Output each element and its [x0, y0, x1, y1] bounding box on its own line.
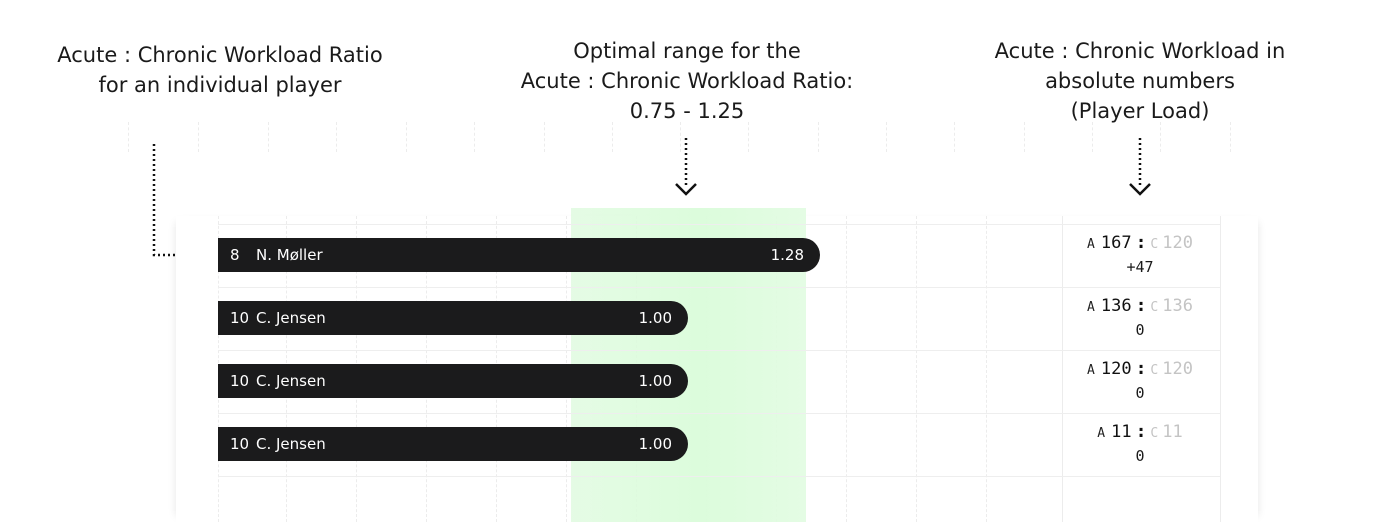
row-divider: [218, 413, 1220, 414]
top-grid-tick: [336, 122, 337, 152]
chronic-tag: C: [1150, 300, 1159, 315]
row-divider: [218, 350, 1220, 351]
load-difference: +47: [1126, 258, 1154, 276]
chronic-tag: C: [1150, 363, 1159, 378]
top-grid-tick: [954, 122, 955, 152]
acute-tag: A: [1087, 237, 1095, 252]
ratio-value-label: 1.00: [638, 372, 672, 390]
grid-line: [916, 216, 917, 522]
load-column-edge: [1220, 216, 1221, 522]
grid-line: [986, 216, 987, 522]
chronic-tag: C: [1150, 426, 1159, 441]
load-separator: :: [1135, 232, 1147, 253]
load-difference: 0: [1135, 321, 1145, 339]
ratio-bar[interactable]: 10 C. Jensen 1.00: [218, 364, 688, 398]
chronic-load-value: 11: [1162, 422, 1183, 442]
annotation-absolute-load: Acute : Chronic Workload in absolute num…: [994, 39, 1286, 123]
load-cell: A 11: C 11 0: [1062, 421, 1218, 467]
ratio-bar[interactable]: 10 C. Jensen 1.00: [218, 301, 688, 335]
acute-tag: A: [1087, 363, 1095, 378]
load-values: A 167: C 120: [1062, 232, 1218, 256]
right-down-arrow: [1129, 138, 1151, 196]
ratio-value-label: 1.00: [638, 309, 672, 327]
acute-tag: A: [1087, 300, 1095, 315]
annotation-optimal-range: Optimal range for the Acute : Chronic Wo…: [520, 39, 854, 123]
chronic-load-value: 120: [1162, 359, 1193, 379]
acute-load-value: 11: [1111, 422, 1132, 442]
load-difference: 0: [1135, 384, 1145, 402]
top-grid-tick: [886, 122, 887, 152]
player-name: C. Jensen: [256, 309, 326, 327]
ratio-bar[interactable]: 8 N. Møller 1.28: [218, 238, 820, 272]
annotation-ratio-label: Acute : Chronic Workload Ratio for an in…: [57, 43, 383, 97]
load-separator: :: [1135, 358, 1147, 379]
load-separator: :: [1135, 295, 1147, 316]
top-grid-tick: [680, 122, 681, 152]
load-values: A 136: C 136: [1062, 295, 1218, 319]
player-number: 10: [230, 435, 250, 453]
top-grid-tick: [474, 122, 475, 152]
acute-tag: A: [1097, 426, 1106, 441]
top-grid-lines: [128, 122, 1268, 152]
top-grid-tick: [268, 122, 269, 152]
grid-line: [846, 216, 847, 522]
load-values: A 11: C 11: [1062, 421, 1218, 445]
top-grid-tick: [612, 122, 613, 152]
load-cell: A 167: C 120 +47: [1062, 232, 1218, 278]
ratio-value-label: 1.00: [638, 435, 672, 453]
middle-down-arrow: [675, 138, 697, 196]
top-grid-tick: [544, 122, 545, 152]
chronic-load-value: 120: [1162, 233, 1193, 253]
acute-load-value: 167: [1100, 233, 1132, 253]
top-grid-tick: [128, 122, 129, 152]
player-name: C. Jensen: [256, 435, 326, 453]
row-divider: [218, 287, 1220, 288]
top-grid-tick: [1024, 122, 1025, 152]
player-number: 8: [230, 246, 240, 264]
row-divider: [218, 476, 1220, 477]
player-name: N. Møller: [256, 246, 323, 264]
load-difference: 0: [1135, 447, 1145, 465]
load-cell: A 136: C 136 0: [1062, 295, 1218, 341]
player-name: C. Jensen: [256, 372, 326, 390]
acute-load-value: 136: [1100, 296, 1132, 316]
ratio-bar[interactable]: 10 C. Jensen 1.00: [218, 427, 688, 461]
top-grid-tick: [748, 122, 749, 152]
top-grid-tick: [1230, 122, 1231, 152]
load-column-divider: [1062, 216, 1063, 522]
chronic-tag: C: [1150, 237, 1159, 252]
top-grid-tick: [1160, 122, 1161, 152]
top-grid-tick: [406, 122, 407, 152]
top-grid-tick: [198, 122, 199, 152]
load-separator: :: [1135, 421, 1147, 442]
player-number: 10: [230, 309, 250, 327]
player-number: 10: [230, 372, 250, 390]
ratio-value-label: 1.28: [770, 246, 804, 264]
row-divider: [218, 224, 1220, 225]
load-values: A 120: C 120: [1062, 358, 1218, 382]
acute-load-value: 120: [1100, 359, 1132, 379]
top-grid-tick: [818, 122, 819, 152]
workload-chart-panel: 8 N. Møller 1.28 A 167: C 120 +47 10 C. Jensen 1.0…: [176, 208, 1258, 522]
top-grid-tick: [1092, 122, 1093, 152]
chronic-load-value: 136: [1162, 296, 1193, 316]
load-cell: A 120: C 120 0: [1062, 358, 1218, 404]
